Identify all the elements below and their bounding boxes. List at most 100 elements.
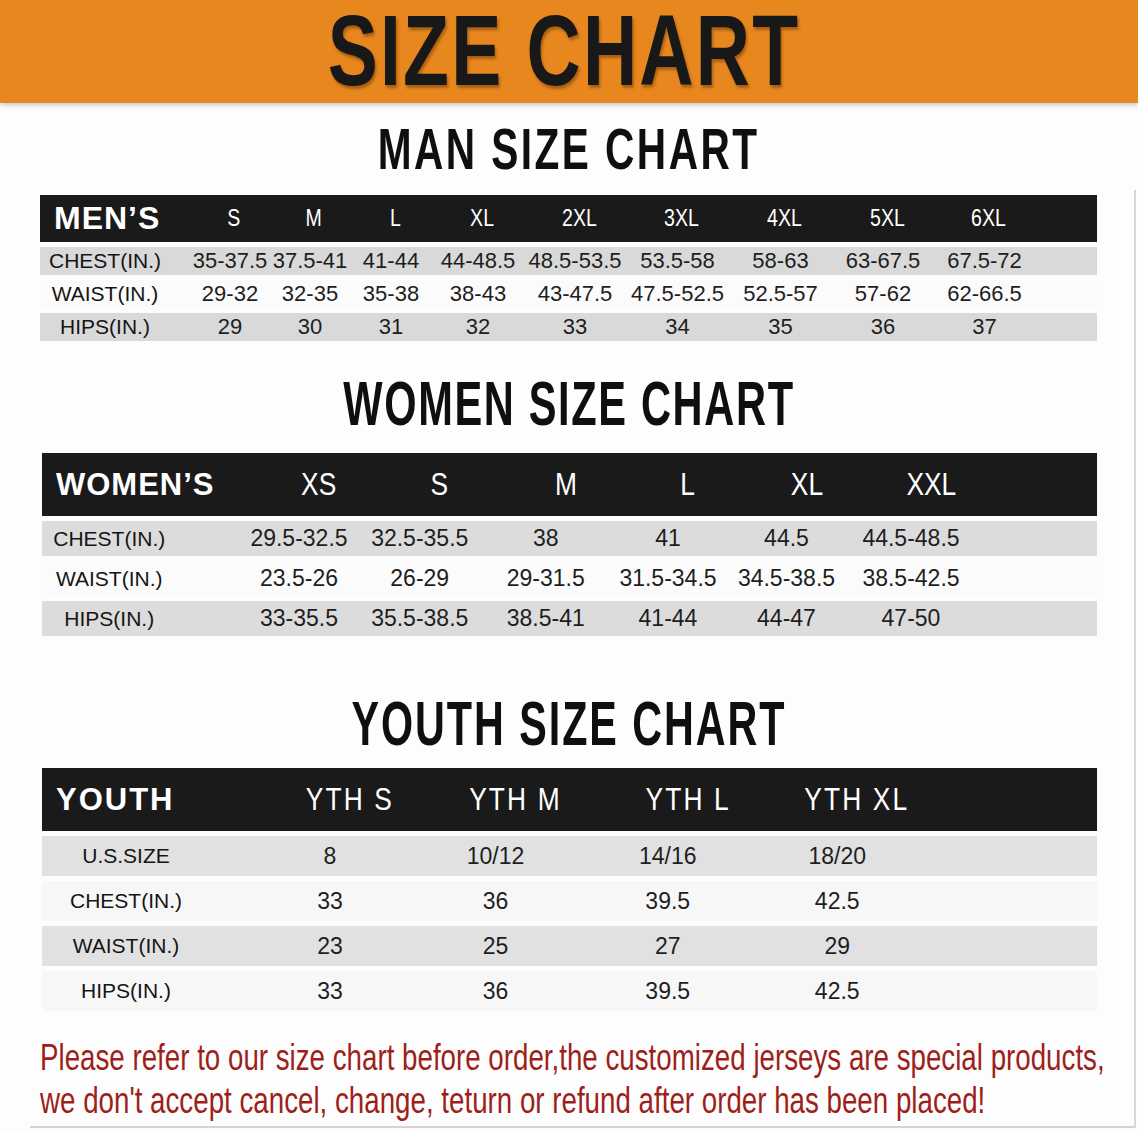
- size-value-cell: 62-66.5: [934, 280, 1035, 308]
- size-table-header-row: MEN’SSMLXL2XL3XL4XL5XL6XL: [40, 195, 1097, 242]
- size-value-cell: 63-67.5: [832, 247, 934, 275]
- size-value-cell: 58-63: [729, 247, 832, 275]
- youth-size-table: YOUTHYTH SYTH MYTH LYTH XLU.S.SIZE810/12…: [42, 763, 1097, 1016]
- row-filler: [976, 601, 1098, 636]
- size-value-cell: 33-35.5: [241, 601, 358, 636]
- order-notice: Please refer to our size chart before or…: [40, 1036, 1138, 1122]
- size-column-header: YTH XL: [755, 768, 921, 831]
- youth-section-title: YOUTH SIZE CHART: [0, 692, 1138, 755]
- size-value-cell: 41-44: [610, 601, 727, 636]
- size-value-cell: 48.5-53.5: [524, 247, 626, 275]
- measurement-row: CHEST(IN.)35-37.537.5-4141-4444-48.548.5…: [40, 247, 1097, 275]
- size-column-header: 4XL: [729, 195, 832, 242]
- page-title: SIZE CHART: [328, 0, 801, 100]
- row-filler: [1035, 247, 1097, 275]
- women-size-table: WOMEN’SXSSMLXLXXLCHEST(IN.)29.5-32.532.5…: [42, 448, 1097, 641]
- size-value-cell: 33: [250, 971, 410, 1011]
- row-label: CHEST(IN.): [40, 247, 190, 275]
- size-column-header: S: [190, 195, 270, 242]
- men-section-title: MAN SIZE CHART: [0, 120, 1138, 178]
- size-value-cell: 35: [729, 313, 832, 341]
- size-value-cell: 36: [410, 971, 581, 1011]
- size-column-header: 5XL: [832, 195, 934, 242]
- row-filler: [1035, 313, 1097, 341]
- size-column-header: XXL: [847, 453, 976, 516]
- measurement-row: CHEST(IN.)333639.542.5: [42, 881, 1097, 921]
- banner: SIZE CHART: [0, 0, 1138, 103]
- size-value-cell: 35.5-38.5: [358, 601, 483, 636]
- size-value-cell: 53.5-58: [626, 247, 729, 275]
- size-column-header: L: [610, 453, 727, 516]
- size-value-cell: 23.5-26: [241, 561, 358, 596]
- size-value-cell: 47.5-52.5: [626, 280, 729, 308]
- row-filler: [920, 971, 1097, 1011]
- size-column-header: L: [350, 195, 432, 242]
- size-value-cell: 29-31.5: [482, 561, 610, 596]
- size-value-cell: 41-44: [350, 247, 432, 275]
- size-value-cell: 38.5-42.5: [847, 561, 976, 596]
- size-value-cell: 42.5: [755, 971, 921, 1011]
- row-label: HIPS(IN.): [42, 601, 241, 636]
- size-value-cell: 33: [250, 881, 410, 921]
- size-column-header: 2XL: [524, 195, 626, 242]
- measurement-row: WAIST(IN.)29-3232-3535-3838-4343-47.547.…: [40, 280, 1097, 308]
- size-value-cell: 44-47: [727, 601, 847, 636]
- size-value-cell: 31.5-34.5: [610, 561, 727, 596]
- measurement-row: HIPS(IN.)333639.542.5: [42, 971, 1097, 1011]
- size-value-cell: 8: [250, 836, 410, 876]
- size-value-cell: 32: [432, 313, 524, 341]
- row-filler: [920, 881, 1097, 921]
- size-value-cell: 32.5-35.5: [358, 521, 483, 556]
- notice-line-2: we don't accept cancel, change, teturn o…: [40, 1079, 1138, 1122]
- size-column-header: M: [482, 453, 610, 516]
- size-value-cell: 52.5-57: [729, 280, 832, 308]
- row-label: HIPS(IN.): [42, 971, 250, 1011]
- size-column-header: S: [358, 453, 483, 516]
- header-filler: [920, 768, 1097, 831]
- size-table-header-row: WOMEN’SXSSMLXLXXL: [42, 453, 1097, 516]
- size-value-cell: 41: [610, 521, 727, 556]
- size-value-cell: 39.5: [581, 881, 755, 921]
- table-group-label: WOMEN’S: [42, 453, 241, 516]
- size-value-cell: 42.5: [755, 881, 921, 921]
- size-value-cell: 34: [626, 313, 729, 341]
- size-value-cell: 25: [410, 926, 581, 966]
- size-value-cell: 35-38: [350, 280, 432, 308]
- size-column-header: 3XL: [626, 195, 729, 242]
- size-value-cell: 37: [934, 313, 1035, 341]
- size-column-header: 6XL: [934, 195, 1035, 242]
- row-label: WAIST(IN.): [42, 561, 241, 596]
- size-column-header: YTH S: [250, 768, 410, 831]
- size-value-cell: 44-48.5: [432, 247, 524, 275]
- size-chart-page: SIZE CHART MAN SIZE CHART MEN’SSMLXL2XL3…: [0, 0, 1138, 1132]
- measurement-row: HIPS(IN.)293031323334353637: [40, 313, 1097, 341]
- measurement-row: HIPS(IN.)33-35.535.5-38.538.5-4141-4444-…: [42, 601, 1097, 636]
- notice-line-1: Please refer to our size chart before or…: [40, 1036, 1138, 1079]
- size-value-cell: 38-43: [432, 280, 524, 308]
- size-value-cell: 23: [250, 926, 410, 966]
- measurement-row: WAIST(IN.)23.5-2626-2929-31.531.5-34.534…: [42, 561, 1097, 596]
- size-column-header: YTH L: [581, 768, 755, 831]
- size-value-cell: 14/16: [581, 836, 755, 876]
- size-value-cell: 31: [350, 313, 432, 341]
- measurement-row: U.S.SIZE810/1214/1618/20: [42, 836, 1097, 876]
- size-column-header: XL: [432, 195, 524, 242]
- size-value-cell: 18/20: [755, 836, 921, 876]
- size-value-cell: 35-37.5: [190, 247, 270, 275]
- size-value-cell: 27: [581, 926, 755, 966]
- row-label: WAIST(IN.): [40, 280, 190, 308]
- size-value-cell: 33: [524, 313, 626, 341]
- size-value-cell: 39.5: [581, 971, 755, 1011]
- size-value-cell: 26-29: [358, 561, 483, 596]
- size-value-cell: 57-62: [832, 280, 934, 308]
- size-value-cell: 10/12: [410, 836, 581, 876]
- women-section-title: WOMEN SIZE CHART: [0, 372, 1138, 435]
- men-size-table: MEN’SSMLXL2XL3XL4XL5XL6XLCHEST(IN.)35-37…: [40, 190, 1097, 346]
- scan-edge-right: [1134, 190, 1136, 1126]
- header-filler: [976, 453, 1098, 516]
- size-value-cell: 38: [482, 521, 610, 556]
- size-value-cell: 36: [410, 881, 581, 921]
- size-value-cell: 67.5-72: [934, 247, 1035, 275]
- table-group-label: YOUTH: [42, 768, 250, 831]
- scan-edge-bottom: [30, 1126, 1136, 1128]
